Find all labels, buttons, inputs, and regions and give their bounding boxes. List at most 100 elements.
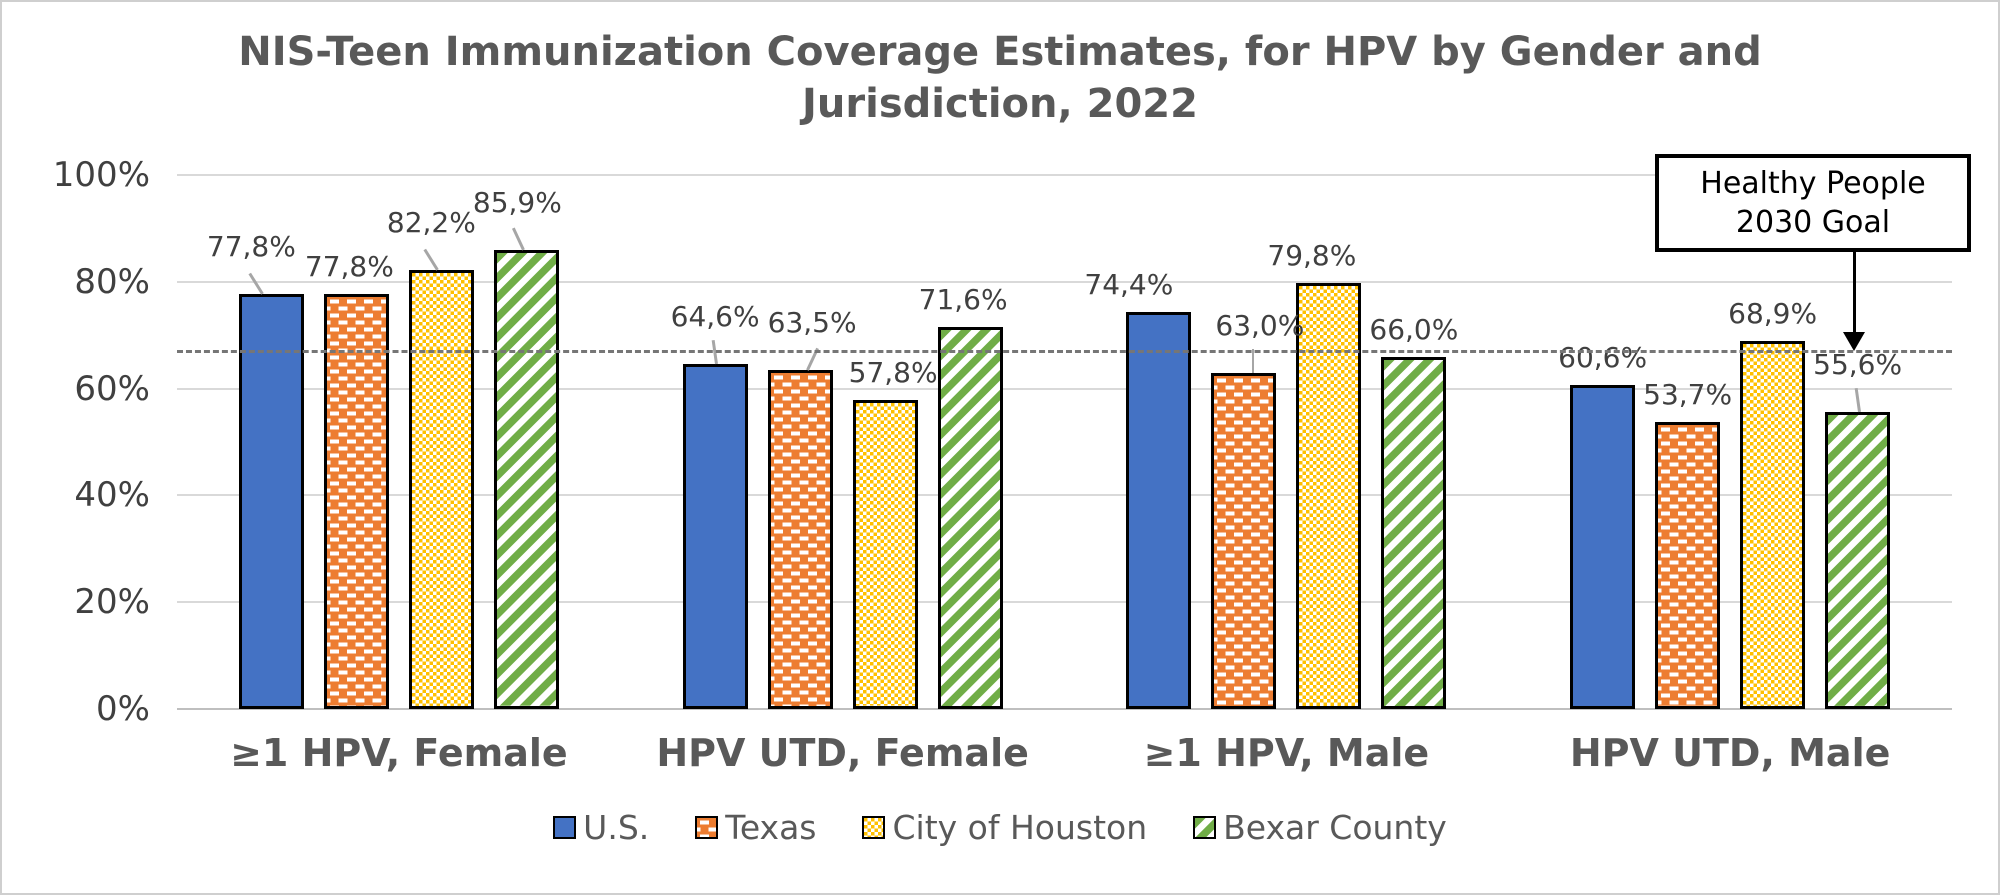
legend-label: City of Houston bbox=[892, 808, 1148, 847]
bar-city-of-houston bbox=[1296, 282, 1362, 709]
bar-u-s- bbox=[238, 293, 304, 709]
bar-column: 71,6% bbox=[919, 283, 1008, 709]
bar-group: 74,4% 63,0% 79,8% 66,0% bbox=[1065, 175, 1509, 709]
bar-value-label: 64,6% bbox=[670, 300, 760, 334]
bar-value-label: 85,9% bbox=[472, 186, 562, 220]
bar-u-s- bbox=[1126, 311, 1192, 709]
bar-pattern-fill bbox=[1299, 285, 1359, 706]
x-category-label: ≥1 HPV, Male bbox=[1143, 731, 1430, 775]
bar-column: 74,4% bbox=[1084, 268, 1192, 709]
legend-item: Bexar County bbox=[1193, 808, 1447, 847]
bar-column: 77,8% bbox=[207, 230, 304, 709]
plot-area: 77,8% 77,8% 82,2% 85,9% 64,6% 63,5% 57,8% 71,6%… bbox=[177, 174, 1952, 710]
bar-value-label: 77,8% bbox=[206, 229, 296, 263]
bar-column: 68,9% bbox=[1728, 297, 1817, 709]
bar-group: 77,8% 77,8% 82,2% 85,9% bbox=[177, 175, 621, 709]
y-axis: 0% 20% 40% 60% 80% 100% bbox=[2, 2, 154, 893]
bar-pattern-fill bbox=[855, 403, 915, 706]
bar-city-of-houston bbox=[852, 400, 918, 709]
bar-value-label: 79,8% bbox=[1267, 238, 1357, 272]
legend-swatch bbox=[862, 816, 886, 839]
bar-pattern-fill bbox=[1214, 375, 1274, 706]
bar-column: 64,6% bbox=[671, 300, 760, 709]
x-category-label: ≥1 HPV, Female bbox=[230, 731, 568, 775]
bar-value-label: 63,5% bbox=[767, 305, 857, 339]
gridline bbox=[177, 494, 1952, 497]
goal-line bbox=[177, 349, 1952, 353]
bar-group: 60,6% 53,7% 68,9% 55,6% bbox=[1508, 175, 1952, 709]
y-tick-label: 40% bbox=[74, 475, 150, 516]
bar-pattern-fill bbox=[1384, 359, 1444, 706]
gridline bbox=[177, 387, 1952, 390]
bar-city-of-houston bbox=[408, 270, 474, 709]
y-tick-label: 20% bbox=[74, 582, 150, 623]
bar-u-s- bbox=[682, 364, 748, 709]
bar-pattern-fill bbox=[1743, 344, 1803, 706]
bar-column: 79,8% bbox=[1267, 239, 1362, 709]
bar-u-s- bbox=[1570, 385, 1636, 709]
bar-pattern-fill bbox=[496, 253, 556, 706]
bar-value-label: 60,6% bbox=[1558, 341, 1648, 375]
x-category-label: HPV UTD, Female bbox=[656, 731, 1029, 775]
bar-texas bbox=[1211, 372, 1277, 709]
legend: U.S. Texas City of Houston Bexar County bbox=[2, 808, 1998, 847]
goal-annotation-box: Healthy People 2030 Goal bbox=[1655, 154, 1971, 252]
bar-value-label: 82,2% bbox=[386, 206, 476, 240]
chart-title-line2: Jurisdiction, 2022 bbox=[802, 81, 1198, 127]
legend-label: Bexar County bbox=[1223, 808, 1447, 847]
gridline bbox=[177, 601, 1952, 604]
bar-city-of-houston bbox=[1740, 341, 1806, 709]
bar-group: 64,6% 63,5% 57,8% 71,6% bbox=[621, 175, 1065, 709]
legend-swatch bbox=[1193, 816, 1217, 839]
legend-item: U.S. bbox=[553, 808, 649, 847]
bar-value-label: 55,6% bbox=[1813, 348, 1903, 382]
bar-pattern-fill bbox=[770, 372, 830, 706]
bar-pattern-fill bbox=[326, 296, 386, 706]
bar-bexar-county bbox=[493, 250, 559, 709]
bar-texas bbox=[1655, 422, 1721, 709]
bar-value-label: 74,4% bbox=[1084, 267, 1174, 301]
goal-annotation-line2: 2030 Goal bbox=[1735, 205, 1891, 240]
goal-annotation-line1: Healthy People bbox=[1700, 166, 1926, 201]
bar-pattern-fill bbox=[1828, 415, 1888, 706]
legend-swatch bbox=[553, 816, 577, 839]
y-tick-label: 0% bbox=[96, 689, 150, 729]
bar-column: 85,9% bbox=[473, 186, 562, 709]
bar-bexar-county bbox=[1825, 412, 1891, 709]
bar-column: 57,8% bbox=[849, 356, 938, 709]
legend-item: City of Houston bbox=[862, 808, 1147, 847]
x-category-label: HPV UTD, Male bbox=[1569, 731, 1891, 775]
bar-value-label: 57,8% bbox=[848, 356, 938, 390]
gridline bbox=[177, 280, 1952, 283]
bar-column: 66,0% bbox=[1369, 313, 1458, 709]
legend-item: Texas bbox=[695, 808, 816, 847]
bar-value-label: 66,0% bbox=[1369, 312, 1459, 346]
bar-texas bbox=[767, 369, 833, 709]
y-tick-label: 100% bbox=[52, 155, 150, 195]
bar-bexar-county bbox=[1381, 356, 1447, 709]
bar-column: 60,6% bbox=[1558, 341, 1647, 709]
label-leader-line bbox=[1854, 388, 1861, 413]
bar-value-label: 63,0% bbox=[1215, 308, 1305, 342]
legend-label: Texas bbox=[725, 808, 817, 847]
goal-arrow-head bbox=[1843, 332, 1865, 351]
bar-column: 63,0% bbox=[1211, 309, 1304, 709]
bar-column: 53,7% bbox=[1643, 378, 1732, 709]
y-tick-label: 60% bbox=[74, 368, 150, 409]
gridline bbox=[177, 174, 1952, 176]
bar-pattern-fill bbox=[1658, 425, 1718, 706]
bar-column: 55,6% bbox=[1813, 348, 1902, 709]
bar-value-label: 68,9% bbox=[1728, 297, 1818, 331]
bar-column: 63,5% bbox=[767, 306, 857, 709]
bar-value-label: 71,6% bbox=[918, 282, 1008, 316]
bar-value-label: 53,7% bbox=[1643, 378, 1733, 412]
label-leader-line bbox=[248, 272, 264, 295]
bar-pattern-fill bbox=[411, 273, 471, 706]
legend-label: U.S. bbox=[583, 808, 650, 847]
legend-swatch-pattern bbox=[864, 818, 884, 837]
label-leader-line bbox=[1251, 348, 1255, 373]
bar-column: 77,8% bbox=[305, 250, 394, 709]
legend-swatch-pattern bbox=[697, 818, 717, 837]
label-leader-line bbox=[511, 228, 525, 251]
